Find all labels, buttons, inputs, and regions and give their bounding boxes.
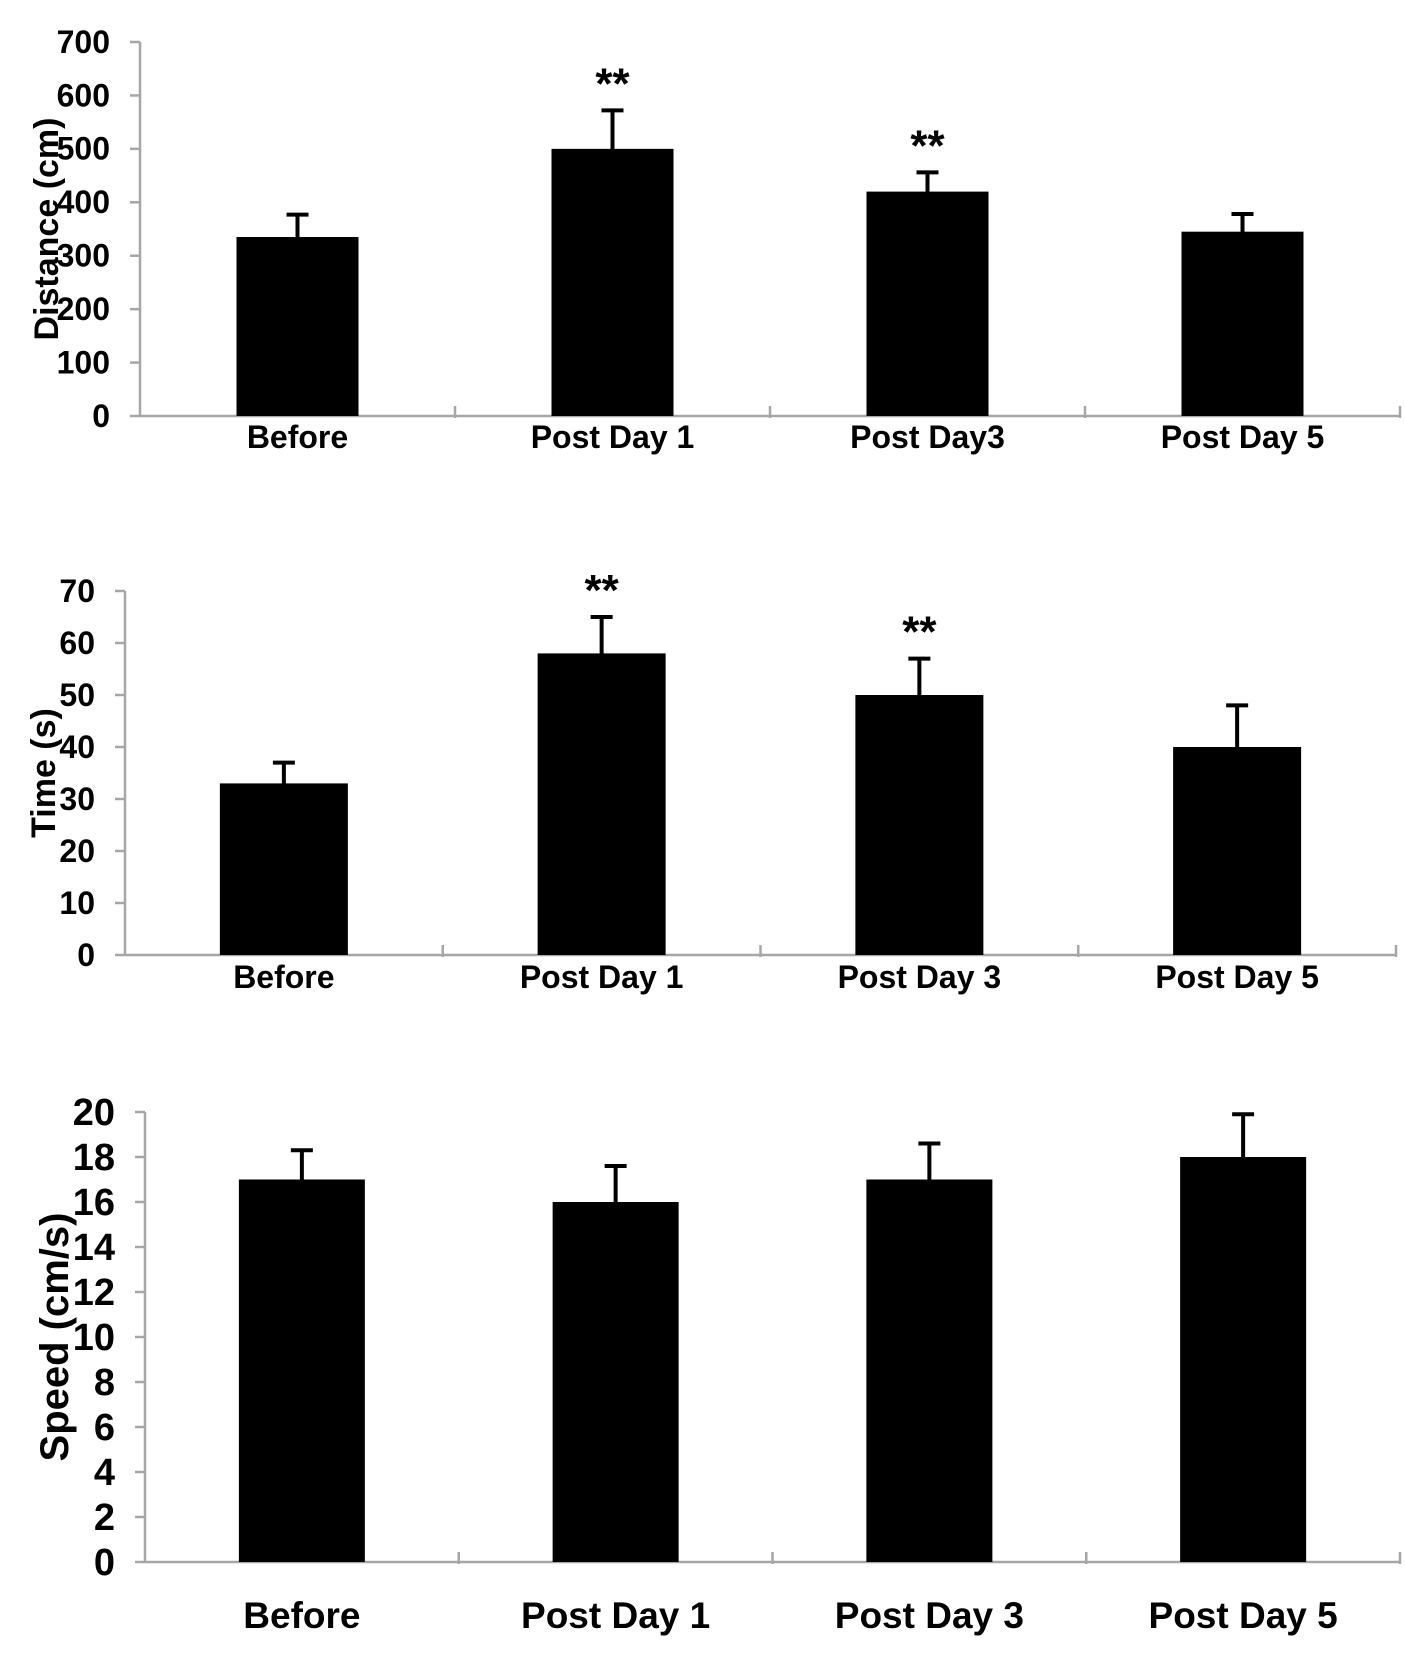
bar	[551, 148, 674, 416]
y-tick-label: 30	[59, 781, 95, 817]
y-tick-label: 600	[57, 77, 110, 113]
x-category-label: Post Day 3	[835, 1595, 1024, 1636]
y-tick-label: 18	[73, 1137, 115, 1179]
x-category-label: Post Day 1	[531, 419, 695, 455]
x-category-label: Before	[233, 959, 334, 995]
bar	[855, 695, 984, 955]
y-tick-label: 16	[73, 1182, 115, 1224]
x-category-label: Post Day 5	[1161, 419, 1325, 455]
y-tick-label: 10	[59, 885, 95, 921]
y-tick-label: 40	[59, 729, 95, 765]
bar	[1181, 231, 1304, 416]
bar	[1180, 1157, 1307, 1562]
y-tick-label: 6	[94, 1407, 115, 1449]
x-category-label: Post Day 1	[521, 1595, 710, 1636]
y-tick-label: 12	[73, 1272, 115, 1314]
y-axis-title: Distance (cm)	[28, 118, 66, 341]
y-tick-label: 0	[77, 937, 95, 973]
y-tick-label: 14	[73, 1227, 115, 1269]
x-category-label: Before	[247, 419, 348, 455]
y-axis-title: Speed (cm/s)	[33, 1213, 77, 1462]
bar	[866, 1179, 993, 1562]
x-category-label: Post Day 1	[520, 959, 684, 995]
x-category-label: Post Day 3	[838, 959, 1002, 995]
y-tick-label: 300	[57, 238, 110, 274]
bar	[238, 1179, 365, 1562]
y-tick-label: 700	[57, 24, 110, 60]
time-chart: 0 10 20 30 40 50 60 70 Time (s) Before ** Post Day …	[25, 566, 1398, 995]
y-tick-label: 0	[92, 398, 110, 434]
y-tick-label: 8	[94, 1362, 115, 1404]
y-tick-label: 0	[94, 1542, 115, 1584]
y-tick-label: 100	[57, 344, 110, 380]
x-category-label: Post Day 5	[1155, 959, 1319, 995]
bar	[1173, 747, 1302, 955]
distance-chart: 0 100 200 300 400 500 600 700 Distance (cm) Befor…	[28, 24, 1402, 455]
bar	[552, 1202, 679, 1562]
x-category-label: Before	[243, 1595, 360, 1636]
y-tick-label: 20	[59, 833, 95, 869]
significance-marker: **	[902, 608, 937, 657]
significance-marker: **	[585, 566, 620, 615]
y-tick-label: 20	[73, 1092, 115, 1134]
x-category-label: Post Day3	[850, 419, 1005, 455]
y-tick-label: 50	[59, 677, 95, 713]
bar	[866, 191, 989, 416]
y-tick-label: 60	[59, 625, 95, 661]
y-tick-label: 10	[73, 1317, 115, 1359]
y-axis-title: Time (s)	[25, 708, 63, 838]
bar	[236, 237, 359, 416]
y-tick-label: 70	[59, 573, 95, 609]
y-tick-label: 400	[57, 184, 110, 220]
y-tick-label: 2	[94, 1497, 115, 1539]
x-category-label: Post Day 5	[1149, 1595, 1338, 1636]
y-tick-label: 200	[57, 291, 110, 327]
bar	[219, 783, 348, 955]
significance-marker: **	[595, 59, 630, 108]
significance-marker: **	[910, 121, 945, 170]
y-tick-label: 500	[57, 131, 110, 167]
y-tick-label: 4	[94, 1452, 115, 1494]
bar	[537, 653, 666, 955]
